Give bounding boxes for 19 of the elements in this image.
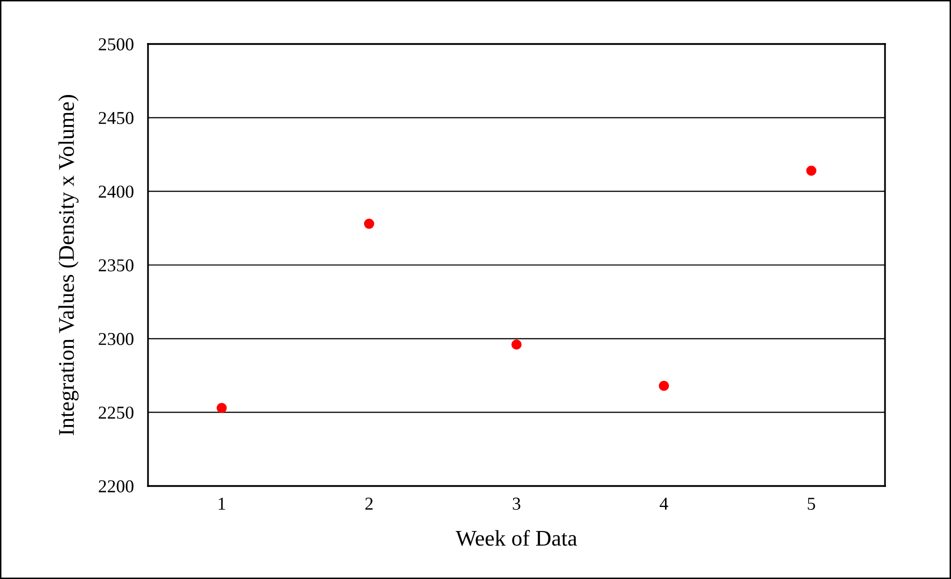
point xyxy=(658,380,669,391)
x-tick-label: 4 xyxy=(660,498,668,510)
x-tick-label: 5 xyxy=(808,498,816,510)
y-tick-label: 2200 xyxy=(98,480,134,492)
point xyxy=(806,166,816,176)
y-tick-label: 2300 xyxy=(98,332,134,346)
x-tick-label: 3 xyxy=(512,498,520,510)
x-axis-title: Week of Data xyxy=(456,530,577,546)
point xyxy=(364,218,374,229)
y-tick-label: 2350 xyxy=(98,259,134,272)
y-axis-title: Integration Values (Density x Volume) xyxy=(58,95,79,436)
x-tick-label: 2 xyxy=(365,498,373,510)
point xyxy=(216,402,227,413)
point xyxy=(511,339,522,350)
y-tick-label: 2250 xyxy=(98,406,134,419)
y-tick-label: 2500 xyxy=(98,38,134,50)
x-tick-label: 1 xyxy=(218,498,226,510)
y-tick-label: 2400 xyxy=(98,186,134,198)
y-tick-label: 2450 xyxy=(98,112,134,124)
